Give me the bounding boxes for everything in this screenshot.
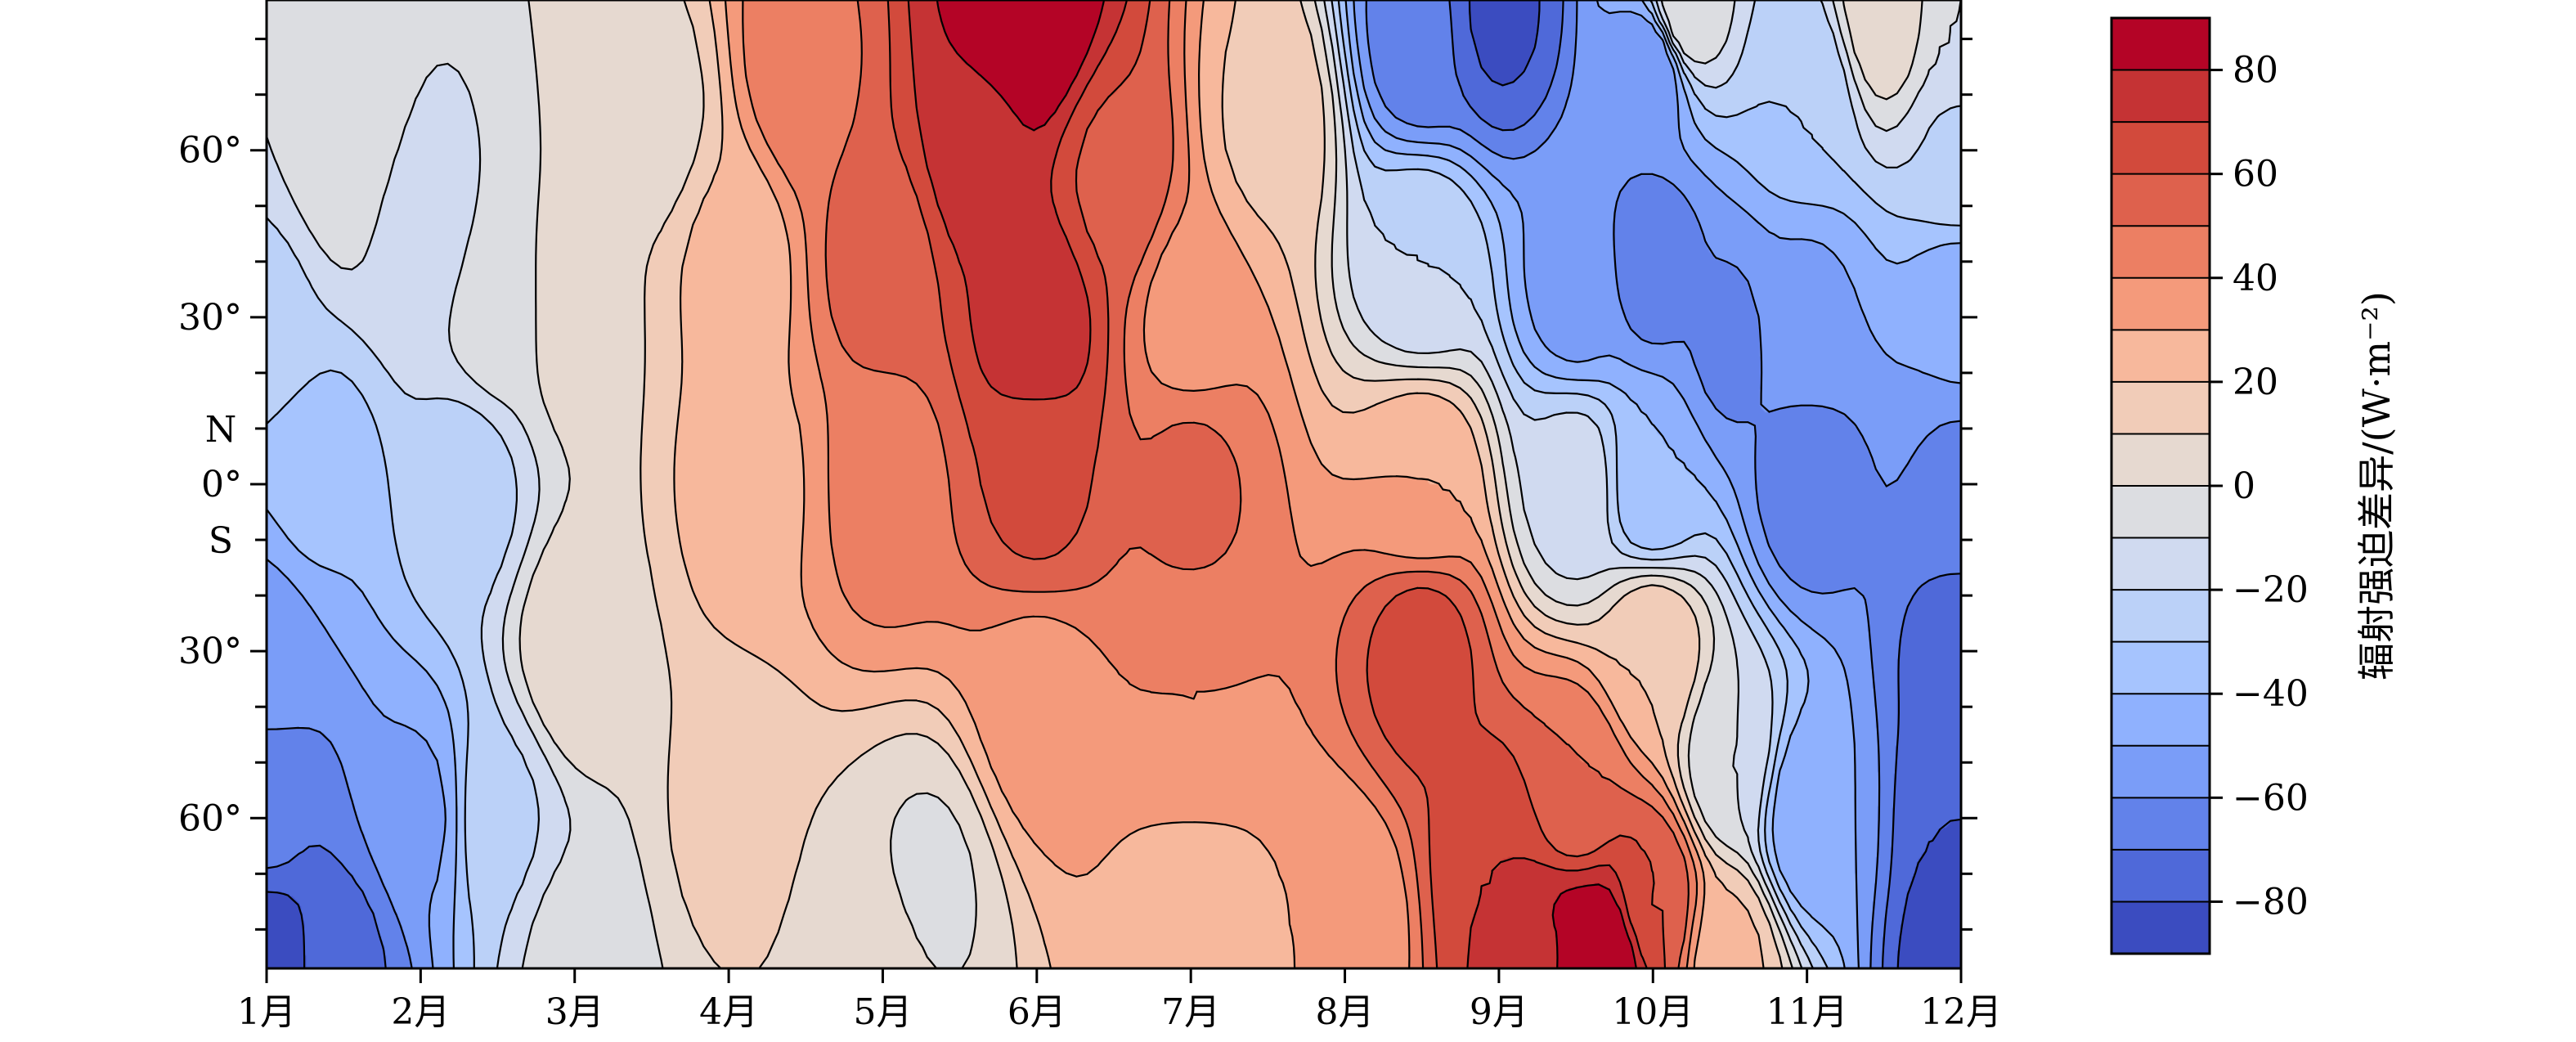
- colorbar-tick-label: −40: [2233, 673, 2309, 715]
- colorbar-tick-label: 80: [2233, 50, 2278, 92]
- contour-line-80: [936, 0, 1637, 970]
- y-hemisphere-label-north: N: [205, 409, 237, 451]
- contour-line--80: [265, 0, 1963, 970]
- colorbar-band: [2112, 694, 2210, 747]
- contour-line--50: [265, 0, 1963, 970]
- contour-lines: [265, 0, 1963, 970]
- x-tick-label: 1月: [237, 991, 296, 1033]
- contour-line--40: [265, 0, 1963, 970]
- x-tick-label: 2月: [391, 991, 450, 1033]
- colorbar-label: 辐射强迫差异/(W·m⁻²): [2354, 291, 2399, 680]
- y-tick-label: 60°: [178, 130, 242, 172]
- y-tick-label: 30°: [178, 297, 242, 339]
- colorbar-band: [2112, 70, 2210, 123]
- colorbar-tick-label: 20: [2233, 362, 2278, 403]
- colorbar-band: [2112, 330, 2210, 383]
- colorbar-band: [2112, 745, 2210, 798]
- contour-field: [267, 0, 1961, 968]
- colorbar: 80 60 40 20 0 −20 −40 −60 −80 辐射强迫差异/(W·m⁻²): [2110, 16, 2399, 955]
- x-tick-label: 5月: [853, 991, 912, 1033]
- y-tick-label: 30°: [178, 631, 242, 672]
- colorbar-band: [2112, 486, 2210, 539]
- colorbar-tick-label: −60: [2233, 777, 2309, 819]
- contour-line-0: [518, 0, 1923, 970]
- y-hemisphere-label-south: S: [209, 520, 233, 562]
- y-axis: 60° 30° 0° 30° 60° N S: [178, 38, 1977, 931]
- contour-line--10: [265, 0, 1962, 970]
- contour-line-70: [907, 0, 1648, 970]
- contour-line-60: [886, 0, 1667, 970]
- x-tick-label: 4月: [699, 991, 758, 1033]
- colorbar-band: [2112, 433, 2210, 487]
- colorbar-band: [2112, 797, 2210, 851]
- contour-line-40: [742, 0, 1699, 970]
- colorbar-band: [2112, 849, 2210, 902]
- contour-line--20: [265, 0, 1963, 970]
- contour-line-30: [724, 0, 1706, 970]
- colorbar-band: [2112, 122, 2210, 175]
- x-tick-label: 6月: [1008, 991, 1066, 1033]
- x-tick-label: 3月: [545, 991, 604, 1033]
- colorbar-tick-label: 40: [2233, 258, 2278, 299]
- colorbar-tick-label: 60: [2233, 154, 2278, 195]
- contour-line-50: [824, 0, 1690, 970]
- x-tick-label: 10月: [1612, 991, 1694, 1033]
- contour-line--60: [265, 0, 1963, 970]
- contour-line-20: [673, 0, 1765, 970]
- colorbar-band: [2112, 18, 2210, 71]
- contour-line-10: [640, 0, 1784, 970]
- colorbar-band: [2112, 901, 2210, 954]
- colorbar-band: [2112, 590, 2210, 643]
- x-tick-label: 12月: [1920, 991, 2002, 1033]
- x-tick-label: 11月: [1766, 991, 1848, 1033]
- colorbar-band: [2112, 173, 2210, 227]
- colorbar-tick-label: 0: [2233, 465, 2255, 507]
- colorbar-band: [2112, 537, 2210, 591]
- colorbar-band: [2112, 641, 2210, 694]
- colorbar-band: [2112, 277, 2210, 330]
- colorbar-tick-label: −80: [2233, 881, 2309, 923]
- x-tick-label: 7月: [1161, 991, 1220, 1033]
- y-tick-label: 60°: [178, 797, 242, 839]
- colorbar-band: [2112, 226, 2210, 279]
- plot-area: [265, 0, 1963, 970]
- y-tick-label: 0°: [201, 464, 242, 505]
- colorbar-band: [2112, 381, 2210, 434]
- x-axis: 1月 2月 3月 4月 5月 6月 7月 8月 9月 10月 11月 12月: [237, 968, 2002, 1033]
- x-tick-label: 8月: [1316, 991, 1375, 1033]
- x-tick-label: 9月: [1470, 991, 1528, 1033]
- colorbar-tick-label: −20: [2233, 569, 2309, 611]
- contour-line--30: [265, 0, 1963, 970]
